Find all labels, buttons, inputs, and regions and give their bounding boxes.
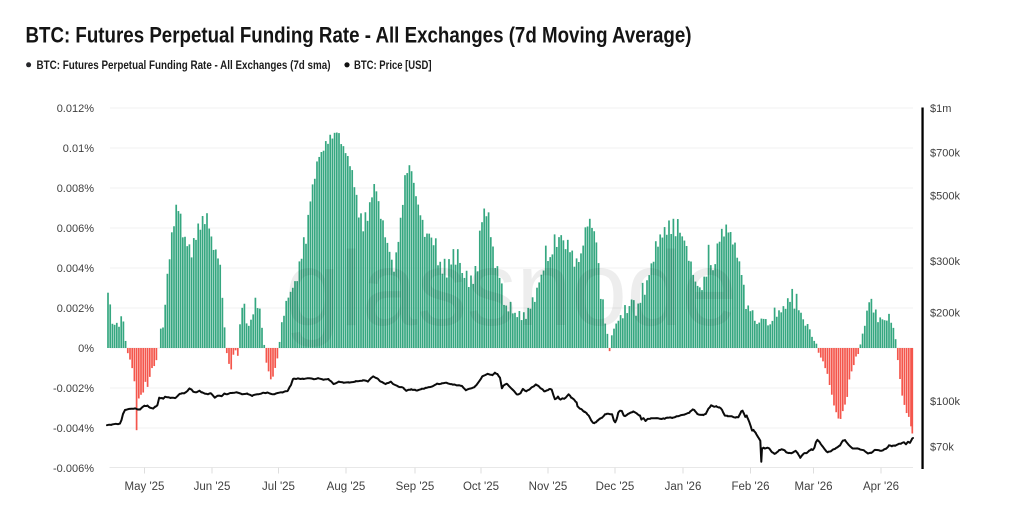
svg-text:BTC: Price [USD]: BTC: Price [USD] <box>354 58 432 72</box>
svg-text:0.008%: 0.008% <box>57 183 95 195</box>
svg-text:0.01%: 0.01% <box>63 143 94 155</box>
svg-text:Apr '26: Apr '26 <box>863 481 899 493</box>
svg-text:-0.006%: -0.006% <box>53 463 94 475</box>
svg-text:BTC: Futures Perpetual Funding: BTC: Futures Perpetual Funding Rate - Al… <box>26 23 692 48</box>
svg-text:0%: 0% <box>78 343 94 355</box>
svg-text:Jan '26: Jan '26 <box>665 481 702 493</box>
svg-text:-0.002%: -0.002% <box>53 383 94 395</box>
svg-text:$700k: $700k <box>930 147 960 159</box>
svg-text:Oct '25: Oct '25 <box>463 481 499 493</box>
svg-text:$70k: $70k <box>930 441 954 453</box>
svg-text:Jul '25: Jul '25 <box>262 481 295 493</box>
svg-text:Mar '26: Mar '26 <box>795 481 833 493</box>
svg-text:0.002%: 0.002% <box>57 303 95 315</box>
svg-text:0.006%: 0.006% <box>57 223 95 235</box>
svg-text:0.012%: 0.012% <box>57 103 95 115</box>
svg-text:0.004%: 0.004% <box>57 263 95 275</box>
svg-text:Sep '25: Sep '25 <box>396 481 435 493</box>
svg-text:Nov '25: Nov '25 <box>529 481 568 493</box>
svg-text:BTC: Futures Perpetual Funding: BTC: Futures Perpetual Funding Rate - Al… <box>37 58 331 72</box>
svg-text:May '25: May '25 <box>125 481 165 493</box>
svg-text:Aug '25: Aug '25 <box>327 481 366 493</box>
svg-text:Dec '25: Dec '25 <box>596 481 635 493</box>
svg-text:$200k: $200k <box>930 308 960 320</box>
svg-text:$100k: $100k <box>930 396 960 408</box>
svg-text:$300k: $300k <box>930 256 960 268</box>
svg-text:$500k: $500k <box>930 190 960 202</box>
svg-text:glassnode: glassnode <box>285 230 737 348</box>
svg-text:-0.004%: -0.004% <box>53 423 94 435</box>
svg-text:$1m: $1m <box>930 103 951 115</box>
svg-text:Feb '26: Feb '26 <box>732 481 770 493</box>
svg-text:Jun '25: Jun '25 <box>194 481 231 493</box>
